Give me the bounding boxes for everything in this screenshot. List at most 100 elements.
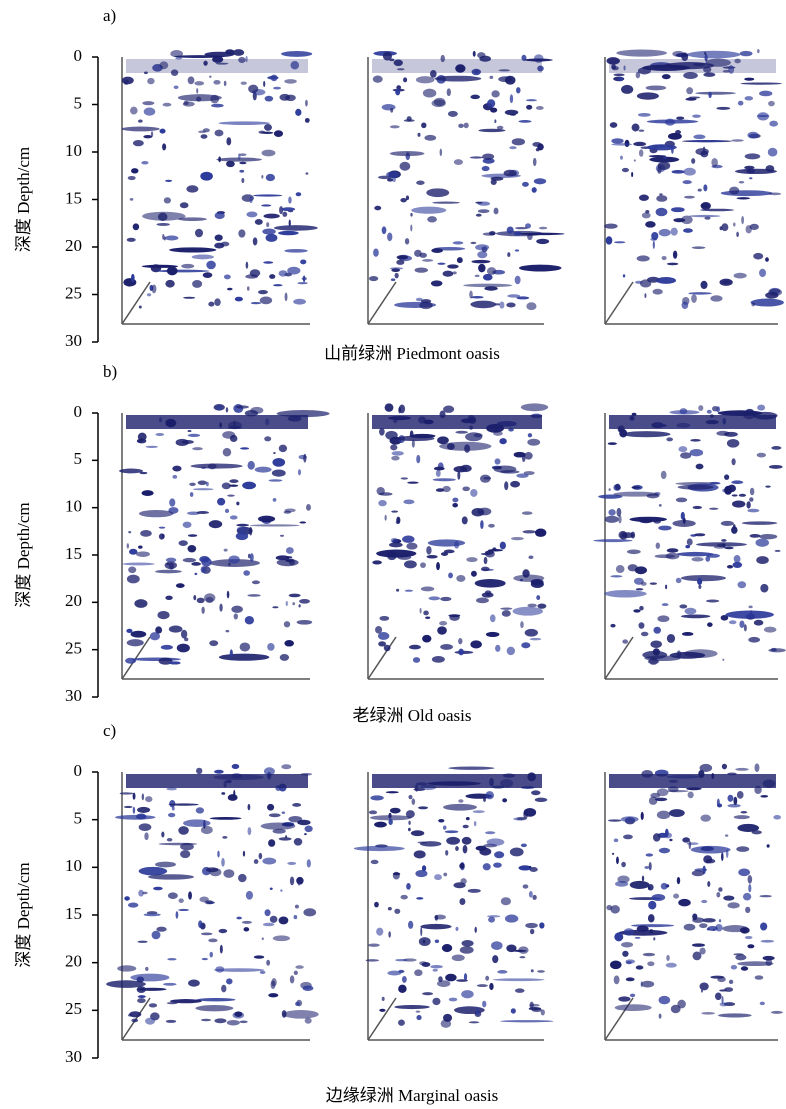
pore [535,528,547,537]
pore [208,520,223,529]
pore [748,605,753,609]
pore [287,861,297,865]
pore [144,832,149,841]
pore [165,557,177,563]
pore [485,631,500,637]
pore [439,148,443,157]
pore [722,69,731,73]
pore [461,836,472,845]
pore [272,606,279,609]
pore [233,789,236,799]
pore [159,61,169,70]
pore [423,610,429,616]
pore [649,156,680,163]
pore [294,904,299,909]
pore [648,796,658,805]
pore [205,596,214,604]
pore [681,52,689,62]
pore [520,621,524,629]
pore [241,178,245,184]
pore [162,982,177,986]
pore [680,614,711,619]
pore [482,153,495,160]
pore [155,433,165,436]
pore [281,811,286,814]
pore [720,614,729,621]
box-edge [367,281,397,325]
pore [419,301,433,310]
pore [658,995,671,1005]
y-tick-label: 0 [74,761,83,780]
pore [201,957,208,961]
pore-band [126,415,308,429]
pore [288,219,291,227]
pore [657,166,662,174]
pore [396,516,401,524]
pore [437,626,447,635]
pore [214,234,223,241]
pore [768,192,782,196]
pore [661,255,667,261]
pore [458,123,464,129]
pore [192,280,203,288]
pore [407,481,419,484]
pore [507,252,511,257]
pore [731,139,744,142]
pore [426,188,450,198]
box-edge [604,281,634,325]
pore [262,857,277,865]
pore [374,205,382,211]
pore [644,655,681,662]
pore [187,429,192,432]
pore [533,178,547,185]
pore [132,806,136,814]
pore [162,102,172,107]
pore [605,236,613,245]
pore [283,1009,319,1019]
pore [138,889,144,897]
pore [443,803,477,811]
pore [611,852,615,855]
pore [163,197,171,204]
pore [651,893,666,901]
pore [656,788,669,797]
pore [155,269,210,273]
pore [726,439,740,448]
pore [156,926,167,932]
pore [422,992,434,996]
pore [537,970,545,973]
pore [193,595,197,601]
pore [749,177,753,180]
pore [175,911,179,919]
pore [281,207,296,212]
pore [218,121,271,125]
pore [513,231,522,236]
pore [768,100,775,107]
pore [768,648,786,653]
pore [233,613,238,620]
pore [420,923,452,930]
pore [128,530,132,534]
box-edge [367,636,397,680]
pore [692,951,702,961]
pore [438,819,445,823]
pore [388,812,392,819]
pore [640,581,647,586]
pore [138,866,168,876]
pore [145,966,149,972]
pore [285,547,294,554]
pore [175,57,183,60]
pore [353,845,405,852]
pore [509,847,524,857]
pore [382,51,392,61]
pore [646,144,677,151]
pore [731,458,736,466]
pore [644,293,647,298]
pore [284,639,294,647]
pore [699,763,713,772]
pore [180,850,191,859]
pore [773,814,781,820]
pore [258,130,266,134]
pore [718,887,723,892]
